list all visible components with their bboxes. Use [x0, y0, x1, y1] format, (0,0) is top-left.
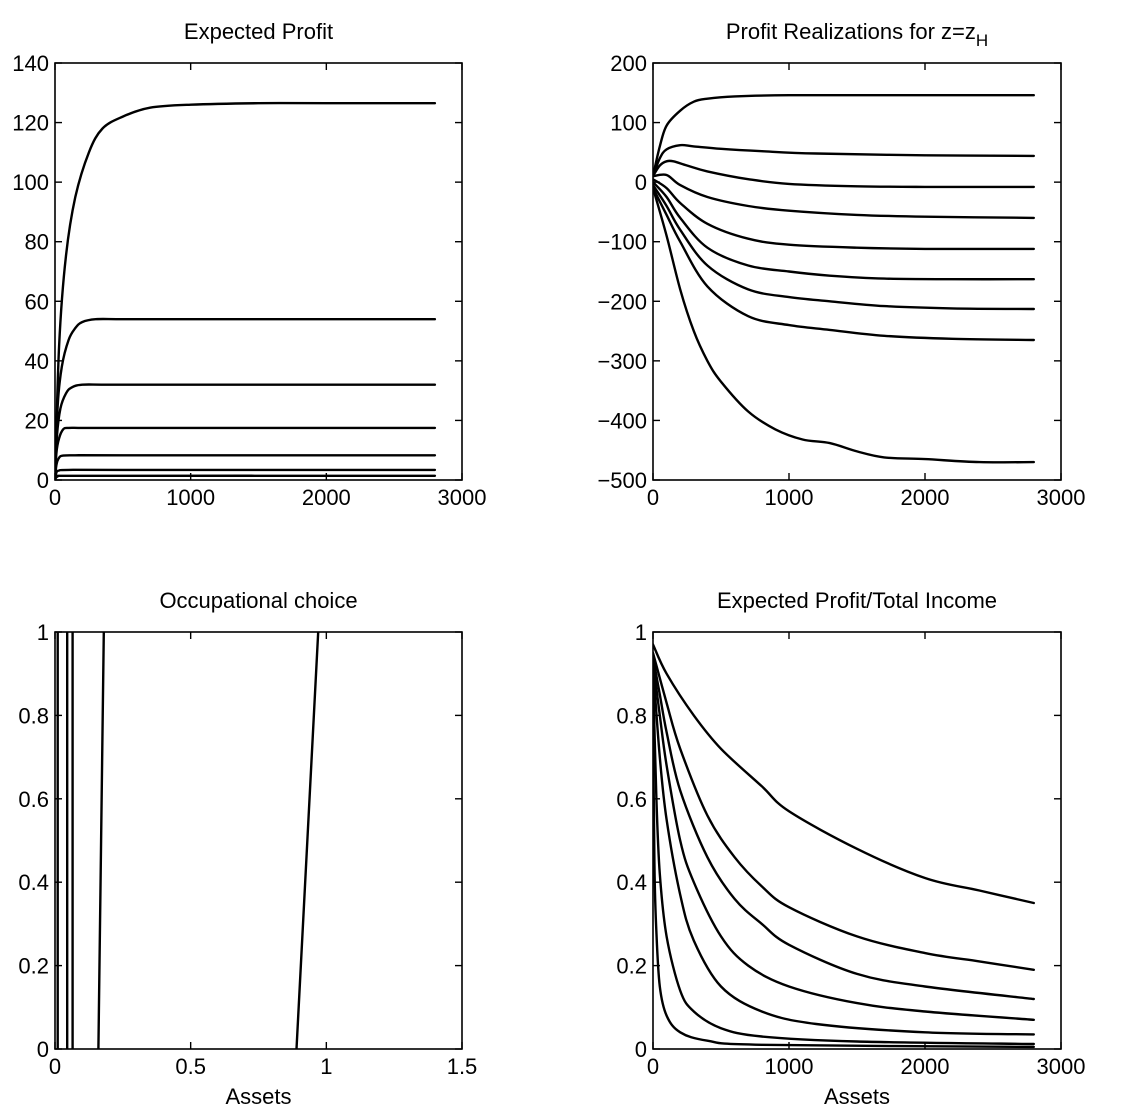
x-tick-label: 1000 — [166, 485, 215, 510]
series-line-5 — [653, 178, 1035, 251]
y-tick-label: 40 — [25, 349, 49, 374]
x-axis-label: Assets — [225, 1084, 291, 1109]
series-line-4 — [653, 660, 1035, 1021]
chart-title: Expected Profit/Total Income — [717, 588, 997, 613]
x-tick-label: 1 — [320, 1054, 332, 1079]
plot-frame — [652, 631, 1062, 1050]
x-tick-label: 1000 — [765, 1054, 814, 1079]
y-tick-label: 100 — [610, 111, 647, 136]
series-group — [55, 101, 437, 480]
y-tick-label: 1 — [635, 620, 647, 645]
series-line-5 — [653, 664, 1035, 1036]
x-tick-label: 0.5 — [175, 1054, 206, 1079]
series-line-3 — [653, 159, 1035, 189]
x-tick-label: 2000 — [901, 485, 950, 510]
x-tick-label: 2000 — [302, 485, 351, 510]
series-line-4 — [55, 426, 437, 480]
x-tick-label: 0 — [647, 1054, 659, 1079]
series-line-2 — [653, 651, 1035, 971]
y-tick-label: 0.2 — [18, 954, 49, 979]
plot-frame — [652, 62, 1062, 481]
series-line-1 — [653, 643, 1035, 905]
chart-panel-1: Expected Profit 0 1000 2000 3000 0 20 40 60 80 100… — [12, 19, 486, 510]
series-line-3 — [653, 655, 1035, 1001]
series-line-8 — [653, 186, 1035, 342]
y-tick-label: −300 — [597, 349, 647, 374]
y-tick-label: 0.8 — [616, 703, 647, 728]
series-line-9 — [653, 186, 1035, 464]
y-tick-label: −200 — [597, 289, 647, 314]
x-tick-label: 3000 — [1037, 485, 1086, 510]
y-tick-label: −400 — [597, 408, 647, 433]
series-line-4 — [653, 173, 1035, 220]
series-line-1 — [653, 93, 1035, 178]
y-tick-label: 60 — [25, 289, 49, 314]
y-tick-label: 0.4 — [18, 870, 49, 895]
series-line-4 — [97, 632, 105, 1049]
series-line-2 — [55, 317, 437, 480]
series-line-5 — [295, 632, 320, 1049]
y-tick-label: 80 — [25, 230, 49, 255]
plot-frame — [54, 631, 463, 1050]
y-tick-label: 100 — [12, 170, 49, 195]
x-tick-label: 1000 — [765, 485, 814, 510]
y-tick-label: −100 — [597, 230, 647, 255]
chart-panel-4: Expected Profit/Total Income 0 1000 2000 300… — [616, 588, 1085, 1109]
x-tick-label: 3000 — [438, 485, 487, 510]
y-tick-label: 140 — [12, 51, 49, 76]
y-tick-label: −500 — [597, 468, 647, 493]
series-line-5 — [55, 454, 437, 480]
series-line-6 — [55, 468, 437, 480]
x-tick-label: 1.5 — [447, 1054, 478, 1079]
series-line-7 — [55, 474, 437, 480]
y-tick-label: 20 — [25, 408, 49, 433]
x-tick-label: 0 — [49, 1054, 61, 1079]
plot-frame — [54, 62, 463, 481]
x-axis-label: Assets — [824, 1084, 890, 1109]
y-tick-label: 0 — [37, 468, 49, 493]
series-group — [56, 632, 320, 1049]
series-line-7 — [653, 693, 1035, 1049]
x-tick-label: 3000 — [1037, 1054, 1086, 1079]
series-group — [653, 93, 1035, 464]
series-line-6 — [653, 180, 1035, 281]
series-group — [653, 643, 1035, 1049]
y-tick-label: 0 — [37, 1037, 49, 1062]
y-tick-label: 200 — [610, 51, 647, 76]
y-tick-label: 0 — [635, 1037, 647, 1062]
y-tick-label: 0 — [635, 170, 647, 195]
y-tick-label: 0.6 — [616, 787, 647, 812]
x-tick-label: 2000 — [901, 1054, 950, 1079]
series-line-3 — [55, 383, 437, 480]
chart-panel-3: Occupational choice 0 0.5 1 1.5 0 0.2 0.4 0.6 0.8… — [18, 588, 477, 1109]
chart-title: Expected Profit — [184, 19, 333, 44]
x-tick-label: 0 — [49, 485, 61, 510]
series-line-6 — [653, 672, 1035, 1046]
y-tick-label: 0.2 — [616, 954, 647, 979]
y-tick-label: 0.6 — [18, 787, 49, 812]
series-line-1 — [55, 101, 437, 480]
chart-panel-2: Profit Realizations for z=zH0 1000 2000 300… — [597, 19, 1085, 510]
x-tick-label: 0 — [647, 485, 659, 510]
y-tick-label: 0.8 — [18, 703, 49, 728]
chart-title: Occupational choice — [159, 588, 357, 613]
y-tick-label: 120 — [12, 111, 49, 136]
y-tick-label: 1 — [37, 620, 49, 645]
y-tick-label: 0.4 — [616, 870, 647, 895]
series-line-2 — [653, 143, 1035, 178]
chart-title: Profit Realizations for z=zH — [726, 19, 988, 50]
series-line-7 — [653, 183, 1035, 311]
